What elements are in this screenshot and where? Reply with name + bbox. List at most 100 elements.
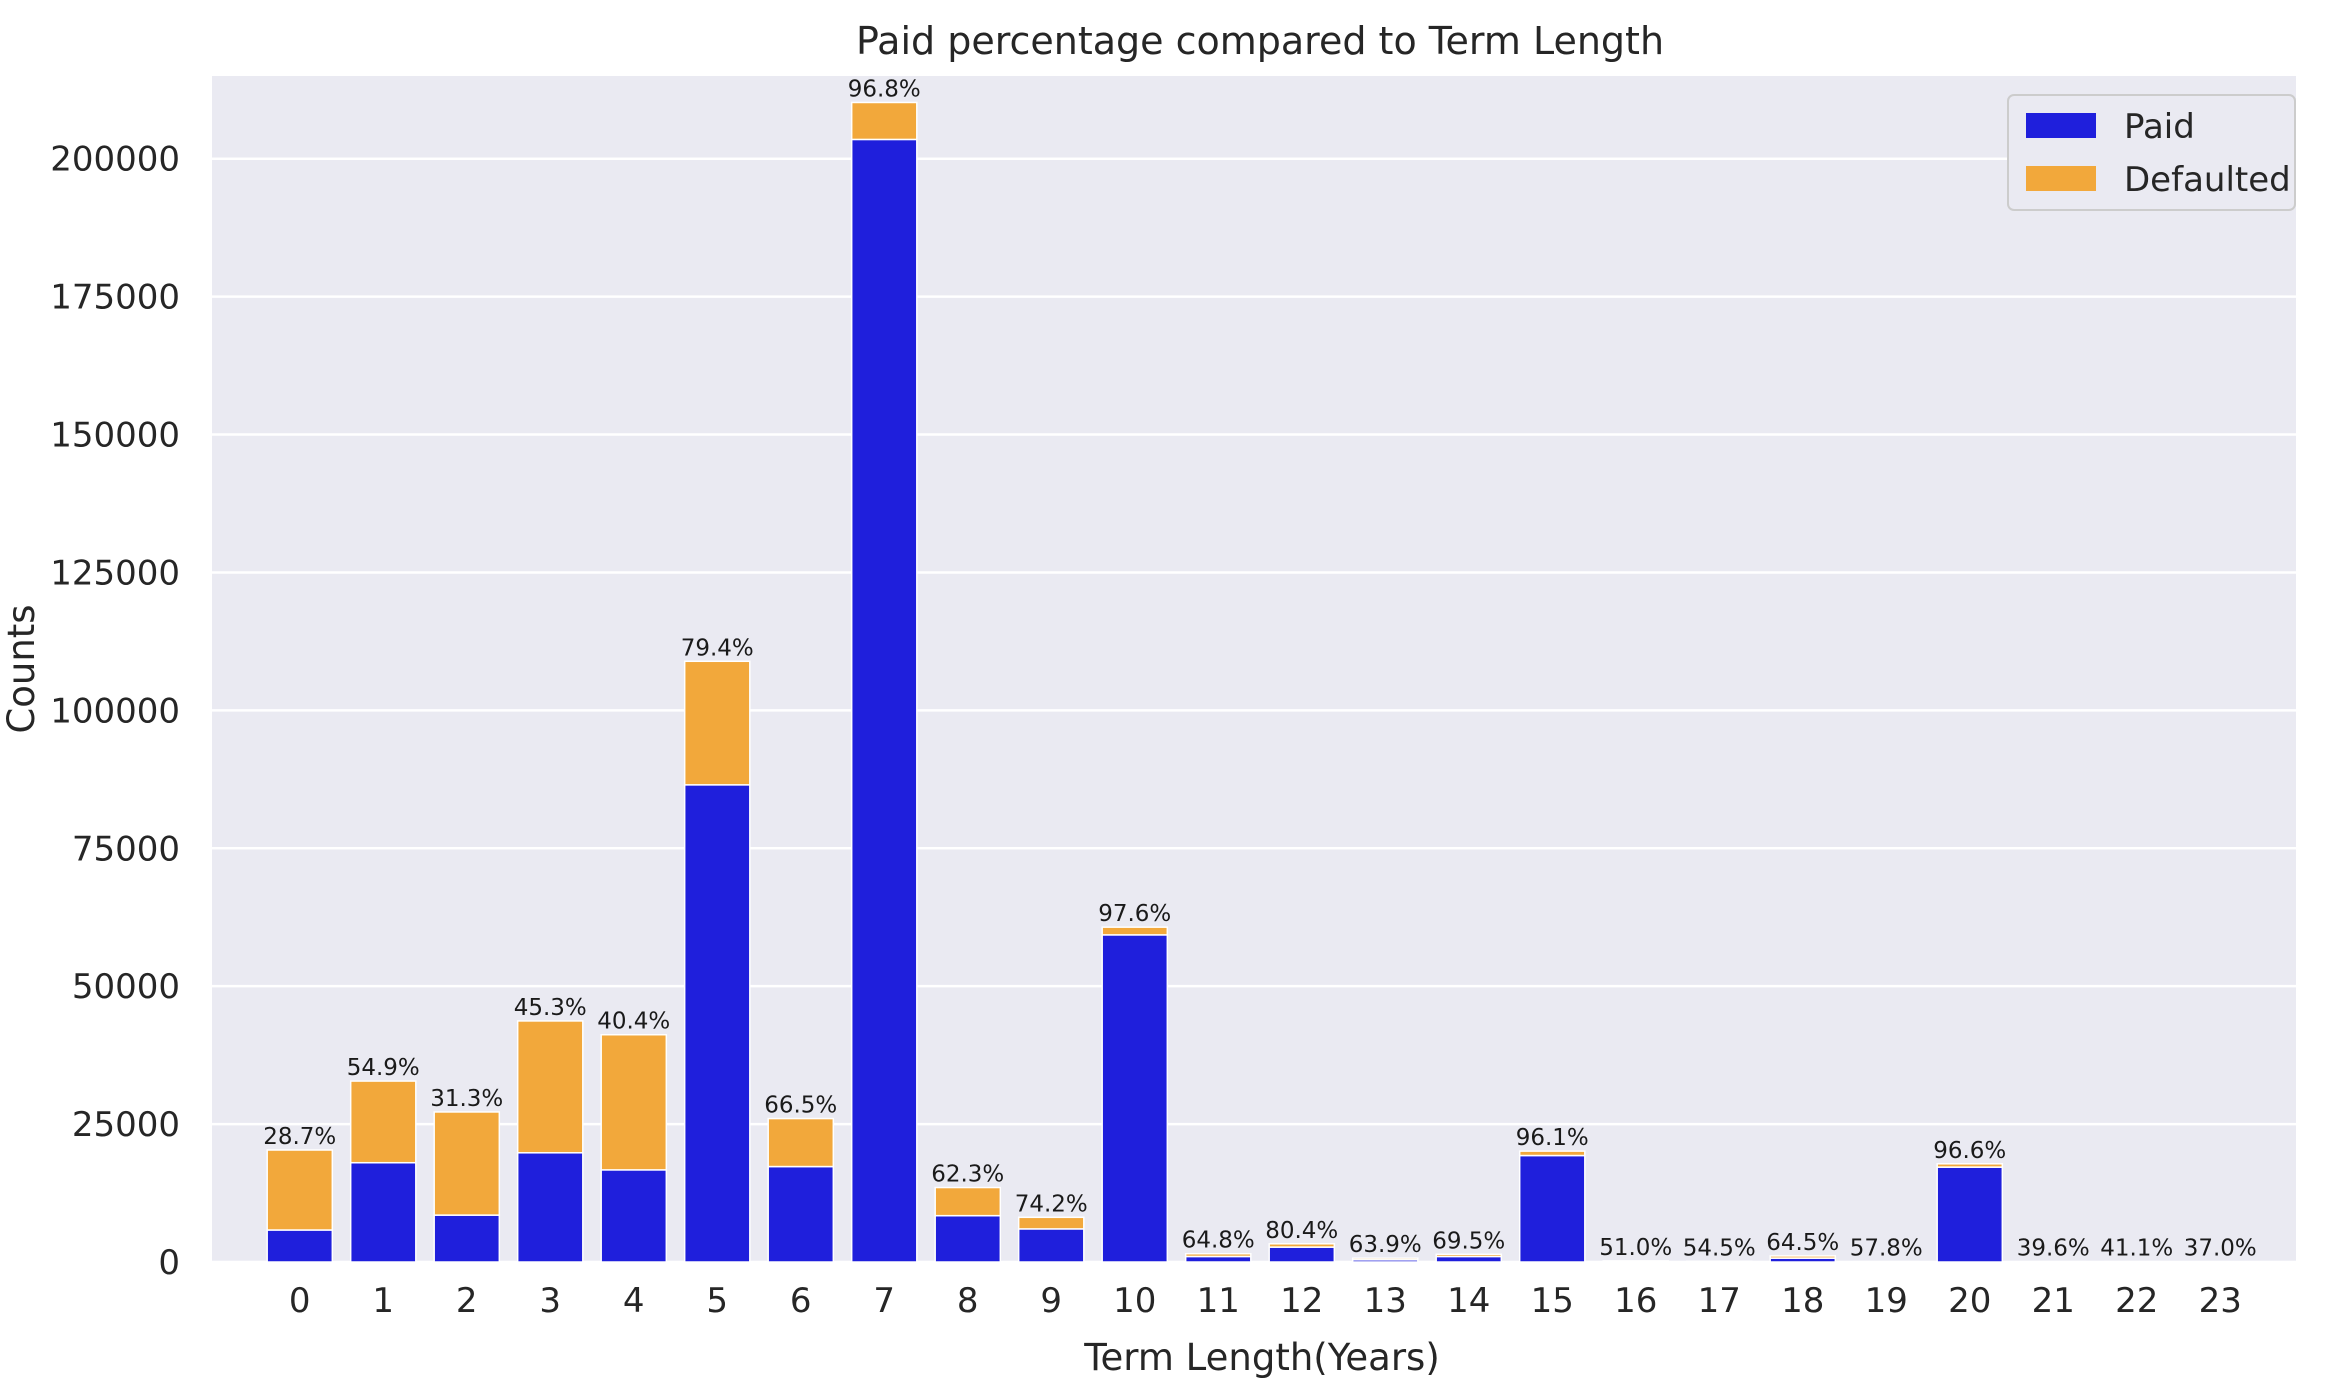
bar-annotation-1: 54.9% (347, 1055, 420, 1081)
bar-annotation-11: 64.8% (1182, 1228, 1255, 1254)
bar-annotation-15: 96.1% (1516, 1125, 1589, 1151)
y-tick-label: 150000 (50, 416, 180, 456)
bar-annotation-23: 37.0% (2184, 1236, 2257, 1262)
bar-paid-4 (600, 1169, 668, 1263)
y-tick-label: 25000 (72, 1105, 180, 1145)
bars (266, 101, 2254, 1263)
x-tick-label: 17 (1698, 1281, 1741, 1321)
x-tick-label: 1 (372, 1281, 394, 1321)
bar-defaulted-2 (433, 1111, 501, 1216)
bar-paid-6 (767, 1165, 835, 1263)
legend-swatch-paid (2026, 113, 2096, 138)
bar-annotation-12: 80.4% (1265, 1218, 1338, 1244)
legend: Paid Defaulted (2007, 94, 2296, 211)
bar-annotation-13: 63.9% (1349, 1232, 1422, 1258)
bar-paid-1 (349, 1161, 417, 1263)
bar-annotation-9: 74.2% (1015, 1191, 1088, 1217)
bar-annotation-17: 54.5% (1683, 1235, 1756, 1261)
bar-annotation-16: 51.0% (1599, 1235, 1672, 1261)
bar-paid-5 (683, 784, 751, 1263)
bar-defaulted-15 (1518, 1150, 1586, 1157)
y-tick-label: 75000 (72, 829, 180, 869)
x-tick-label: 23 (2199, 1281, 2242, 1321)
x-tick-label: 16 (1614, 1281, 1657, 1321)
bar-annotation-19: 57.8% (1850, 1236, 1923, 1262)
bar-defaulted-7 (850, 101, 918, 141)
x-tick-label: 18 (1781, 1281, 1824, 1321)
x-tick-label: 14 (1447, 1281, 1490, 1321)
y-tick-label: 50000 (72, 967, 180, 1007)
bar-paid-8 (934, 1214, 1002, 1263)
y-tick-label: 200000 (50, 140, 180, 180)
bar-annotation-7: 96.8% (848, 76, 921, 102)
bar-annotation-14: 69.5% (1432, 1228, 1505, 1254)
bar-defaulted-20 (1936, 1163, 2004, 1168)
x-tick-label: 20 (1948, 1281, 1991, 1321)
y-axis-ticks: 0 25000 50000 75000 100000 125000 150000 175000… (50, 140, 180, 1283)
bar-annotation-2: 31.3% (430, 1086, 503, 1112)
legend-label-paid: Paid (2124, 107, 2195, 147)
bar-defaulted-8 (934, 1186, 1002, 1217)
y-tick-label: 100000 (50, 691, 180, 731)
bar-defaulted-4 (600, 1033, 668, 1171)
x-tick-label: 13 (1364, 1281, 1407, 1321)
bar-paid-15 (1518, 1154, 1586, 1263)
bar-defaulted-13 (1351, 1257, 1419, 1261)
legend-swatch-defaulted (2026, 166, 2096, 191)
bar-annotation-0: 28.7% (263, 1124, 336, 1150)
bar-defaulted-18 (1769, 1255, 1837, 1259)
bar-annotation-6: 66.5% (764, 1093, 837, 1119)
y-tick-label: 125000 (50, 553, 180, 593)
bar-paid-9 (1017, 1228, 1085, 1263)
legend-label-defaulted: Defaulted (2124, 160, 2291, 200)
chart-title: Paid percentage compared to Term Length (856, 19, 1664, 63)
bar-paid-7 (850, 138, 918, 1263)
x-tick-label: 5 (706, 1281, 728, 1321)
x-axis-ticks: 0 1 2 3 4 5 6 7 8 9 10 11 12 13 14 15 16 17 18 19 20 21 22 23 (289, 1281, 2242, 1321)
x-tick-label: 0 (289, 1281, 311, 1321)
x-tick-label: 9 (1040, 1281, 1062, 1321)
bar-annotation-5: 79.4% (681, 635, 754, 661)
bar-defaulted-14 (1435, 1253, 1503, 1258)
bar-paid-0 (266, 1229, 334, 1263)
bar-paid-11 (1184, 1255, 1252, 1263)
bar-defaulted-1 (349, 1080, 417, 1164)
bar-annotation-4: 40.4% (597, 1009, 670, 1035)
y-tick-label: 175000 (50, 278, 180, 318)
bar-paid-3 (516, 1152, 584, 1263)
bar-defaulted-0 (266, 1149, 334, 1231)
bar-paid-20 (1936, 1166, 2004, 1263)
x-tick-label: 21 (2032, 1281, 2075, 1321)
bar-annotation-18: 64.5% (1766, 1230, 1839, 1256)
bar-paid-14 (1435, 1255, 1503, 1263)
x-tick-label: 7 (873, 1281, 895, 1321)
bar-defaulted-5 (683, 660, 751, 786)
bar-annotation-8: 62.3% (931, 1162, 1004, 1188)
x-tick-label: 12 (1280, 1281, 1323, 1321)
bar-annotation-21: 39.6% (2017, 1236, 2090, 1262)
x-tick-label: 4 (623, 1281, 645, 1321)
bar-defaulted-6 (767, 1117, 835, 1168)
bar-defaulted-11 (1184, 1252, 1252, 1258)
x-tick-label: 6 (790, 1281, 812, 1321)
x-tick-label: 22 (2115, 1281, 2158, 1321)
x-tick-label: 19 (1865, 1281, 1908, 1321)
bar-paid-10 (1101, 934, 1169, 1263)
x-tick-label: 8 (957, 1281, 979, 1321)
bar-annotation-22: 41.1% (2100, 1236, 2173, 1262)
bar-paid-2 (433, 1214, 501, 1263)
x-tick-label: 11 (1197, 1281, 1240, 1321)
y-axis-label: Counts (0, 604, 43, 733)
y-tick-label: 0 (158, 1243, 180, 1283)
x-axis-label: Term Length(Years) (1083, 1336, 1440, 1379)
x-tick-label: 10 (1113, 1281, 1156, 1321)
bar-annotation-3: 45.3% (514, 995, 587, 1021)
bar-defaulted-3 (516, 1020, 584, 1154)
bar-defaulted-9 (1017, 1216, 1085, 1230)
bar-defaulted-10 (1101, 926, 1169, 936)
bar-defaulted-12 (1268, 1243, 1336, 1248)
bar-defaulted-16 (1602, 1260, 1670, 1263)
x-tick-label: 2 (456, 1281, 478, 1321)
x-tick-label: 3 (539, 1281, 561, 1321)
